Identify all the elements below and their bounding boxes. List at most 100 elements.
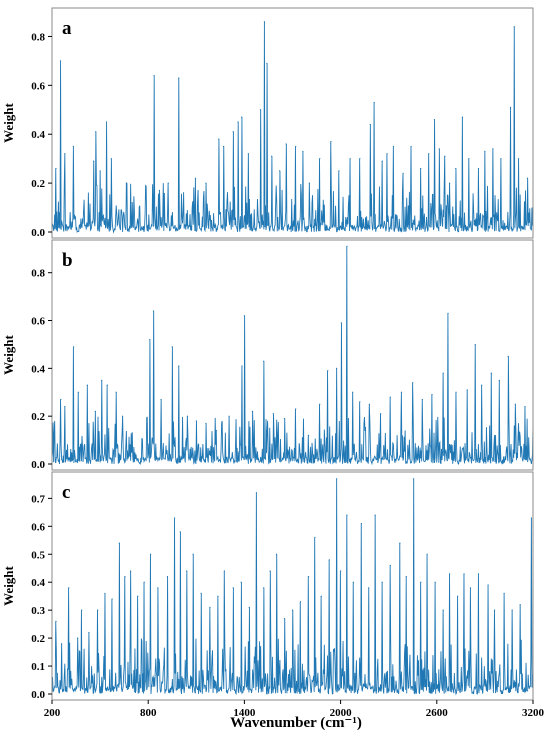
peak-point: [374, 514, 376, 516]
peak-point: [97, 609, 99, 611]
peak-point: [447, 312, 449, 314]
peak-point: [490, 372, 492, 374]
peak-point: [295, 145, 297, 148]
peak-point: [259, 109, 262, 111]
peak-point: [94, 410, 96, 412]
peak-point: [131, 432, 133, 434]
peak-point: [215, 429, 217, 432]
peak-point: [352, 581, 355, 583]
panels-layer: 0.0 0.2 0.4 0.6 0.8 Weight a 0.0 0.2 0.4 0.6 0.8 Wei…: [1, 7, 534, 701]
peak-point: [186, 415, 189, 417]
peak-point: [223, 570, 225, 572]
peak-point: [118, 542, 120, 544]
peak-point: [392, 145, 395, 148]
y-tick-label: 0.0: [31, 459, 45, 471]
peak-point: [217, 595, 219, 597]
y-tick-label: 0.5: [31, 549, 45, 561]
peak-point: [110, 158, 112, 160]
x-tick-label: 2000: [330, 707, 353, 719]
peak-point: [152, 310, 155, 312]
peak-point: [368, 587, 370, 589]
peak-point: [513, 26, 515, 28]
peak-point: [195, 420, 197, 422]
y-axis-title-a: Weight: [1, 102, 16, 142]
peak-point: [283, 417, 286, 420]
peak-point: [64, 153, 66, 155]
peak-point: [449, 182, 451, 184]
peak-point: [272, 413, 274, 415]
peak-point: [248, 606, 250, 608]
x-tick-label: 2600: [426, 707, 449, 719]
y-tick-label: 0.2: [31, 633, 45, 645]
peak-point: [60, 398, 62, 401]
peak-point: [271, 155, 273, 157]
peak-point: [359, 158, 361, 160]
panel-letter-c: c: [62, 482, 70, 503]
peak-point: [137, 595, 139, 597]
peak-point: [160, 398, 162, 401]
peak-point: [125, 182, 128, 184]
peak-point: [308, 182, 310, 184]
peak-point: [101, 379, 103, 381]
peak-point: [493, 609, 496, 611]
peak-point: [389, 564, 391, 567]
peak-point: [314, 536, 316, 539]
peak-point: [428, 153, 430, 155]
peak-point: [449, 573, 451, 575]
peak-point: [368, 403, 371, 405]
plot-frame-c: [51, 471, 534, 701]
peak-point: [434, 581, 436, 583]
peak-point: [307, 576, 310, 578]
peak-point: [269, 570, 271, 572]
peak-point: [399, 542, 401, 544]
peak-point: [426, 553, 428, 555]
peak-point: [241, 365, 243, 367]
y-tick-label: 0.0: [31, 227, 45, 239]
peak-point: [99, 170, 101, 172]
peak-point: [530, 517, 533, 519]
y-tick-label: 0.8: [31, 268, 45, 280]
peak-point: [503, 592, 505, 594]
peak-point: [194, 177, 197, 179]
peak-point: [507, 355, 509, 357]
peak-point: [412, 382, 414, 384]
peak-point: [307, 434, 310, 436]
peak-point: [338, 170, 340, 172]
peak-point: [241, 116, 243, 118]
peak-point: [455, 391, 457, 393]
panel-letter-b: b: [62, 250, 73, 271]
peak-point: [73, 346, 75, 348]
peak-point: [237, 121, 239, 123]
y-tick-label: 0.4: [31, 577, 45, 589]
x-tick-label: 200: [44, 707, 61, 719]
peak-point: [369, 123, 371, 126]
peak-point: [240, 581, 242, 583]
peak-point: [263, 587, 265, 589]
y-tick-label: 0.6: [31, 521, 45, 533]
peak-point: [218, 138, 220, 140]
peak-point: [68, 587, 70, 589]
peak-point: [380, 413, 382, 415]
peak-point: [228, 415, 230, 417]
peak-point: [420, 167, 422, 170]
peak-point: [389, 396, 391, 398]
peak-point: [186, 570, 188, 572]
peak-point: [455, 167, 457, 170]
peak-point: [129, 570, 132, 572]
y-axis-title-c: Weight: [1, 565, 16, 605]
peak-point: [243, 315, 245, 317]
peak-point: [111, 598, 113, 600]
peak-point: [511, 609, 513, 611]
peak-point: [346, 245, 348, 247]
peak-point: [153, 74, 155, 77]
peak-point: [381, 160, 383, 162]
peak-point: [359, 401, 361, 403]
y-tick-label: 0.4: [31, 129, 45, 141]
peak-point: [405, 576, 407, 578]
y-tick-label: 0.2: [31, 178, 45, 190]
peak-point: [200, 592, 202, 594]
peak-point: [81, 609, 83, 611]
panel-c: 0.0 0.1 0.2 0.3 0.4 0.5 0.6 0.7 Weight c: [1, 471, 534, 701]
peak-point: [469, 587, 472, 589]
